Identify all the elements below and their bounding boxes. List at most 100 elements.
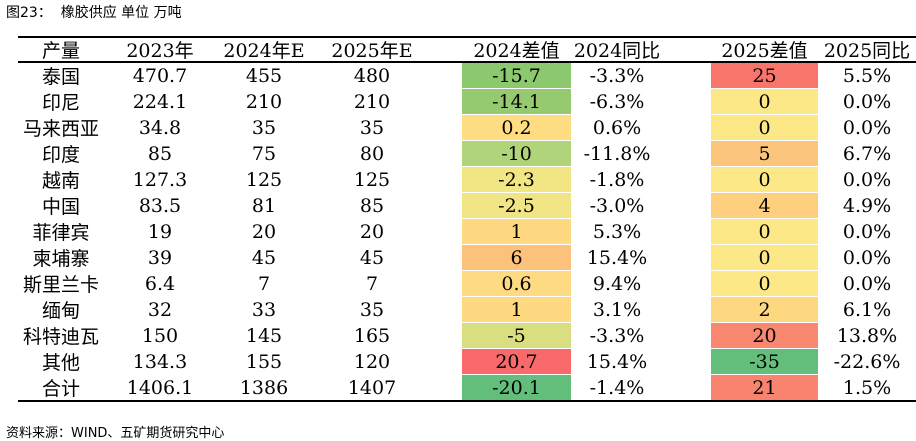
header-2025-diff: 2025差值 [721,39,808,62]
yoy-2024-cell: -1.4% [589,376,645,399]
yoy-2024-cell: 9.4% [592,272,642,295]
yoy-2025-cell: 0.0% [842,90,892,113]
value-2024e-cell: 210 [245,90,283,113]
country-cell: 科特迪瓦 [22,326,99,348]
yoy-2025-cell: 0.0% [842,168,892,191]
country-cell: 越南 [41,170,80,192]
value-2025e-cell: 1407 [347,376,397,399]
country-cell: 马来西亚 [22,118,99,140]
yoy-2024-cell: -1.8% [589,168,645,191]
value-2025e-cell: 165 [353,324,391,347]
value-2024e-cell: 1386 [239,376,289,399]
table-body: 泰国 470.7 455 480 -15.7 -3.3% 25 5.5% 印尼 224.1 210 2… [18,63,916,401]
yoy-2025-cell: 6.1% [842,298,892,321]
yoy-2024-cell: 15.4% [586,246,648,269]
diff-2024-cell: 0.6 [462,271,571,296]
header-2025-yoy: 2025同比 [823,39,911,62]
table-row: 中国 83.5 81 85 -2.5 -3.0% 4 4.9% [18,193,916,219]
figure-caption: 图23： 橡胶供应 单位 万吨 [6,5,182,21]
value-2024e-cell: 33 [251,298,277,321]
value-2023-cell: 134.3 [132,350,188,373]
value-2023-cell: 32 [147,298,173,321]
table-row: 印度 85 75 80 -10 -11.8% 5 6.7% [18,141,916,167]
diff-2024-cell: -10 [462,141,571,166]
value-2024e-cell: 81 [251,194,277,217]
diff-2024-cell: -15.7 [462,63,571,88]
header-2024-diff: 2024差值 [473,39,560,62]
country-cell: 印度 [41,144,80,166]
diff-2025-cell: 0 [711,89,818,114]
table-row: 合计 1406.1 1386 1407 -20.1 -1.4% 21 1.5% [18,375,916,401]
table-row: 科特迪瓦 150 145 165 -5 -3.3% 20 13.8% [18,323,916,349]
value-2024e-cell: 455 [245,64,283,87]
header-2024-yoy: 2024同比 [573,39,661,62]
value-2024e-cell: 7 [257,272,271,295]
country-cell: 菲律宾 [32,222,90,244]
yoy-2024-cell: -6.3% [589,90,645,113]
value-2023-cell: 34.8 [138,116,182,139]
value-2023-cell: 85 [147,142,173,165]
country-cell: 斯里兰卡 [22,274,99,296]
table-top-rule [18,36,916,38]
country-cell: 其他 [41,352,80,374]
value-2023-cell: 83.5 [138,194,182,217]
diff-2025-cell: 0 [711,245,818,270]
table-row: 泰国 470.7 455 480 -15.7 -3.3% 25 5.5% [18,63,916,89]
country-cell: 缅甸 [41,300,80,322]
country-cell: 泰国 [41,66,80,88]
value-2024e-cell: 75 [251,142,277,165]
diff-2025-cell: 20 [711,323,818,348]
diff-2025-cell: 2 [711,297,818,322]
diff-2025-cell: 4 [711,193,818,218]
table-bottom-rule [18,400,916,402]
diff-2024-cell: 0.2 [462,115,571,140]
yoy-2024-cell: 3.1% [592,298,642,321]
table-row: 印尼 224.1 210 210 -14.1 -6.3% 0 0.0% [18,89,916,115]
value-2024e-cell: 145 [245,324,283,347]
diff-2024-cell: -2.3 [462,167,571,192]
yoy-2025-cell: 4.9% [842,194,892,217]
diff-2024-cell: -2.5 [462,193,571,218]
value-2025e-cell: 80 [359,142,385,165]
header-2025e: 2025年E [331,39,413,62]
value-2024e-cell: 125 [245,168,283,191]
header-2024e: 2024年E [223,39,305,62]
value-2023-cell: 1406.1 [126,376,194,399]
diff-2024-cell: 1 [462,297,571,322]
yoy-2025-cell: 1.5% [842,376,892,399]
value-2024e-cell: 20 [251,220,277,243]
table-row: 柬埔寨 39 45 45 6 15.4% 0 0.0% [18,245,916,271]
value-2025e-cell: 120 [353,350,391,373]
diff-2024-cell: -14.1 [462,89,571,114]
diff-2025-cell: -35 [711,349,818,374]
value-2024e-cell: 35 [251,116,277,139]
header-output: 产量 [41,39,80,62]
diff-2024-cell: -20.1 [462,375,571,400]
value-2025e-cell: 35 [359,298,385,321]
diff-2025-cell: 5 [711,141,818,166]
value-2023-cell: 39 [147,246,173,269]
country-cell: 印尼 [41,92,80,114]
header-2023: 2023年 [126,39,194,62]
diff-2025-cell: 21 [711,375,818,400]
yoy-2025-cell: 6.7% [842,142,892,165]
yoy-2025-cell: -22.6% [833,350,901,373]
table-row: 斯里兰卡 6.4 7 7 0.6 9.4% 0 0.0% [18,271,916,297]
value-2023-cell: 470.7 [132,64,188,87]
value-2024e-cell: 45 [251,246,277,269]
country-cell: 中国 [41,196,80,218]
value-2025e-cell: 35 [359,116,385,139]
yoy-2025-cell: 0.0% [842,246,892,269]
table-row: 马来西亚 34.8 35 35 0.2 0.6% 0 0.0% [18,115,916,141]
diff-2024-cell: 20.7 [462,349,571,374]
value-2024e-cell: 155 [245,350,283,373]
value-2023-cell: 6.4 [144,272,176,295]
diff-2024-cell: -5 [462,323,571,348]
diff-2025-cell: 0 [711,219,818,244]
yoy-2024-cell: -11.8% [583,142,651,165]
value-2025e-cell: 7 [365,272,379,295]
rubber-supply-table: 产量 2023年 2024年E 2025年E 2024差值 2024同比 202… [18,37,916,401]
yoy-2025-cell: 0.0% [842,272,892,295]
table-row: 其他 134.3 155 120 20.7 15.4% -35 -22.6% [18,349,916,375]
value-2025e-cell: 85 [359,194,385,217]
